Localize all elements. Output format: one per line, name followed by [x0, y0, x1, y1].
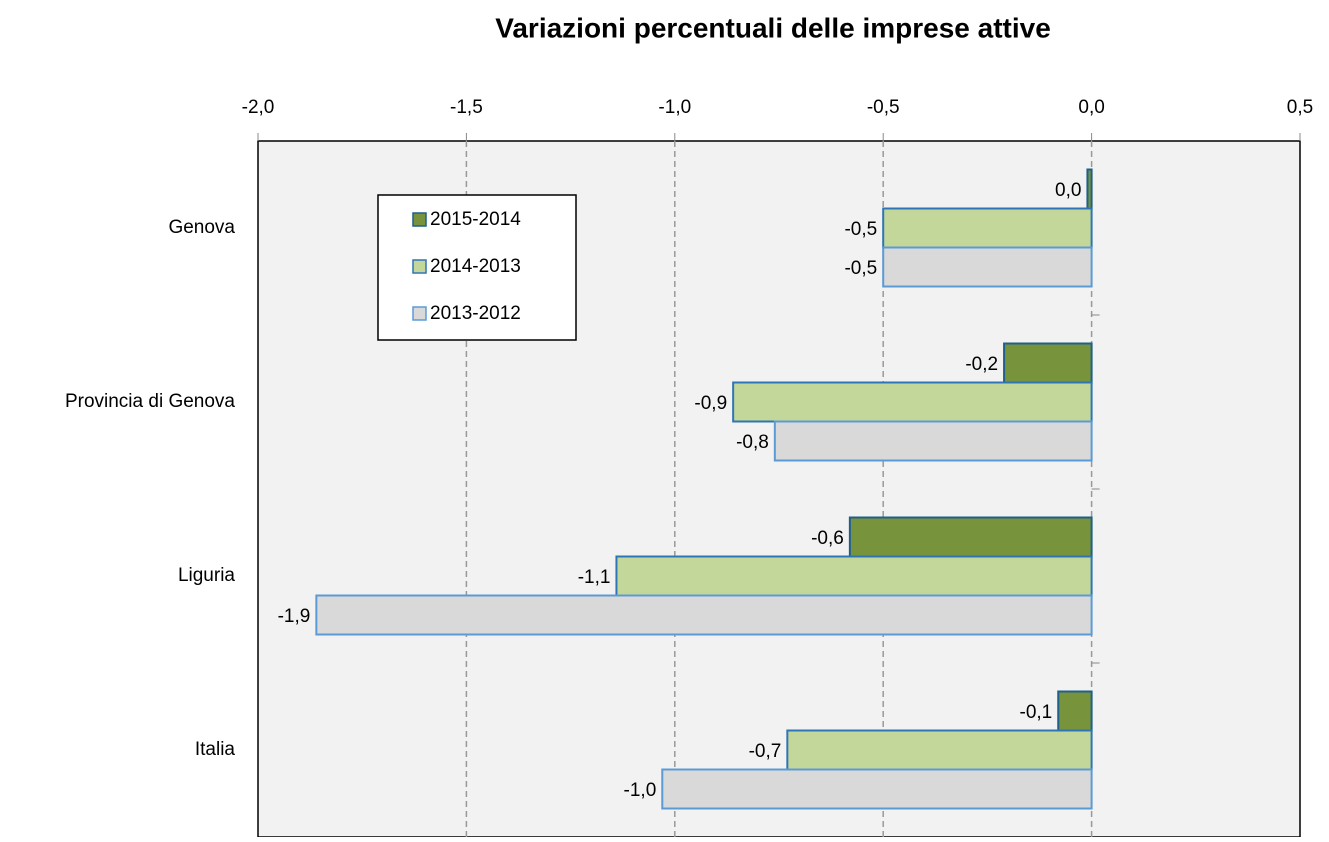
bar [786, 729, 1093, 771]
legend-label: 2014-2013 [430, 256, 521, 277]
data-label: -1,9 [278, 606, 311, 627]
y-tick-label: Italia [195, 739, 236, 760]
legend-label: 2015-2014 [430, 209, 521, 230]
bar [1086, 168, 1093, 210]
data-label: -0,2 [965, 354, 998, 375]
x-tick-label: -0,5 [867, 97, 900, 118]
bar [615, 555, 1093, 597]
bar [315, 594, 1093, 636]
data-label: -0,7 [749, 741, 782, 762]
x-tick-label: -1,5 [450, 97, 483, 118]
data-label: -0,1 [1020, 702, 1053, 723]
legend-swatch [412, 306, 427, 321]
legend-box [377, 194, 577, 341]
legend-swatch [412, 212, 427, 227]
x-tick-label: 0,0 [1078, 97, 1104, 118]
legend-swatch [412, 259, 427, 274]
legend-label: 2013-2012 [430, 303, 521, 324]
y-tick-label: Provincia di Genova [65, 391, 235, 412]
data-label: -1,0 [624, 780, 657, 801]
y-tick-label: Liguria [178, 565, 235, 586]
data-label: -0,5 [844, 258, 877, 279]
bar [773, 420, 1093, 462]
bar [661, 768, 1093, 810]
data-label: -0,8 [736, 432, 769, 453]
chart-title: Variazioni percentuali delle imprese att… [495, 12, 1051, 43]
data-label: -1,1 [578, 567, 611, 588]
bar [1003, 342, 1093, 384]
bar [732, 381, 1093, 423]
bar [1057, 690, 1093, 732]
bar [882, 207, 1093, 249]
bar [882, 246, 1093, 288]
x-tick-label: -2,0 [242, 97, 275, 118]
data-label: 0,0 [1055, 180, 1081, 201]
y-tick-label: Genova [168, 217, 235, 238]
x-tick-label: 0,5 [1287, 97, 1313, 118]
data-label: -0,6 [811, 528, 844, 549]
data-label: -0,5 [844, 219, 877, 240]
data-label: -0,9 [694, 393, 727, 414]
bar [848, 516, 1093, 558]
x-tick-label: -1,0 [658, 97, 691, 118]
